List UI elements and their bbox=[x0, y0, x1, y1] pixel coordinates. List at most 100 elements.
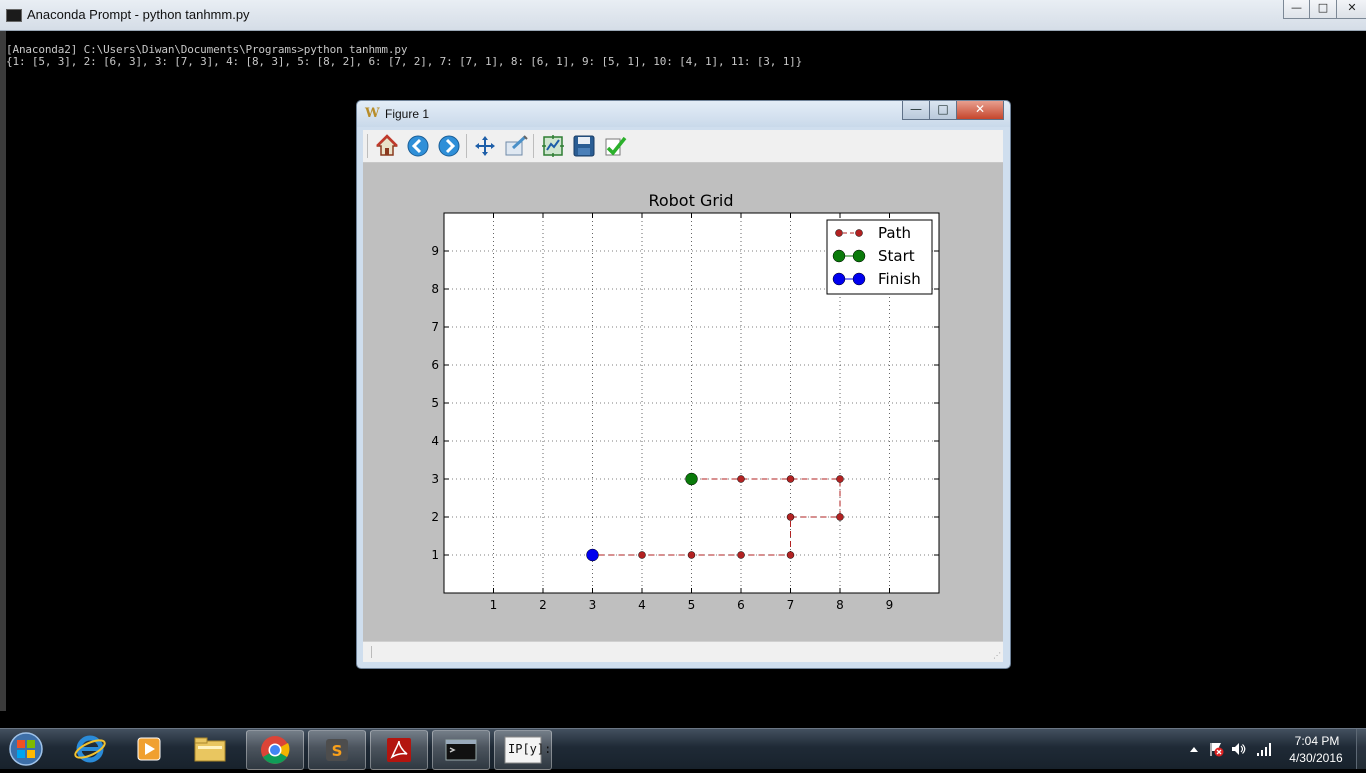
y-tick-label: 8 bbox=[431, 282, 439, 296]
point-path bbox=[638, 551, 646, 559]
legend: Path Start Finish bbox=[826, 219, 933, 295]
action-center-flag-icon[interactable] bbox=[1208, 741, 1224, 757]
legend-marker-path bbox=[855, 229, 863, 237]
show-hidden-icons-icon[interactable] bbox=[1186, 741, 1202, 757]
status-separator bbox=[371, 646, 372, 658]
taskbar-internet-explorer[interactable] bbox=[62, 730, 118, 768]
y-tick-label: 2 bbox=[431, 510, 439, 524]
network-signal-icon[interactable] bbox=[1256, 741, 1272, 757]
home-icon[interactable] bbox=[375, 134, 399, 158]
toolbar-separator bbox=[533, 134, 534, 158]
sublime-text-icon: S bbox=[326, 739, 348, 761]
y-tick-label: 1 bbox=[431, 548, 439, 562]
point-path bbox=[737, 551, 745, 559]
taskbar-sublime-text[interactable]: S bbox=[308, 730, 366, 770]
data-series bbox=[586, 472, 844, 562]
clock-time[interactable]: 7:04 PM bbox=[1294, 734, 1340, 748]
zoom-icon[interactable] bbox=[504, 134, 528, 158]
point-path bbox=[836, 513, 844, 521]
matplotlib-app-icon: W bbox=[365, 106, 380, 121]
console-close-button[interactable]: ✕ bbox=[1336, 0, 1366, 19]
volume-icon[interactable] bbox=[1230, 741, 1246, 757]
figure-canvas[interactable]: 1 2 3 4 5 6 7 8 9 1 2 3 4 5 6 7 8 9 Robot Grid Path Start F… bbox=[363, 163, 1003, 641]
acrobat-icon bbox=[387, 738, 411, 762]
console-minimize-button[interactable]: — bbox=[1283, 0, 1310, 19]
taskbar-acrobat[interactable] bbox=[370, 730, 428, 770]
axis-ticks: 1 2 3 4 5 6 7 8 9 1 2 3 4 5 6 7 8 9 bbox=[431, 213, 939, 612]
point-path bbox=[786, 475, 795, 483]
toolbar-separator bbox=[367, 134, 368, 158]
back-icon[interactable] bbox=[406, 134, 430, 158]
taskbar-chrome[interactable] bbox=[246, 730, 304, 770]
point-path bbox=[687, 551, 696, 559]
edit-icon[interactable] bbox=[603, 134, 627, 158]
taskbar-ipython[interactable]: IP[y]: bbox=[494, 730, 552, 770]
x-tick-label: 6 bbox=[737, 598, 745, 612]
clock-date[interactable]: 4/30/2016 bbox=[1289, 751, 1343, 765]
point-path bbox=[786, 513, 795, 521]
y-tick-label: 4 bbox=[431, 434, 439, 448]
show-desktop-button[interactable] bbox=[1356, 729, 1366, 769]
y-tick-label: 7 bbox=[431, 320, 439, 334]
console-maximize-button[interactable]: □ bbox=[1309, 0, 1337, 19]
x-tick-label: 1 bbox=[490, 598, 498, 612]
y-tick-label: 6 bbox=[431, 358, 439, 372]
legend-marker-start bbox=[832, 249, 846, 263]
navigation-toolbar bbox=[363, 130, 1003, 163]
x-tick-label: 5 bbox=[688, 598, 696, 612]
console-app-icon bbox=[6, 9, 22, 22]
plot-svg[interactable]: 1 2 3 4 5 6 7 8 9 1 2 3 4 5 6 7 8 9 Robot Grid Path Start F… bbox=[363, 163, 1003, 641]
console-command-line: [Anaconda2] C:\Users\Diwan\Documents\Pro… bbox=[6, 43, 408, 56]
svg-text:S: S bbox=[332, 742, 343, 760]
y-tick-label: 5 bbox=[431, 396, 439, 410]
subplots-icon[interactable] bbox=[541, 134, 565, 158]
media-player-icon bbox=[137, 737, 161, 761]
start-button[interactable] bbox=[6, 731, 46, 767]
file-explorer-icon bbox=[194, 737, 226, 762]
taskbar-media-player[interactable] bbox=[121, 730, 177, 768]
console-scrollbar[interactable] bbox=[0, 31, 6, 711]
taskbar: S IP[y]: bbox=[0, 728, 1366, 770]
chrome-icon bbox=[261, 736, 290, 764]
y-tick-label: 9 bbox=[431, 244, 439, 258]
point-finish bbox=[586, 548, 599, 562]
legend-marker-finish bbox=[852, 272, 866, 286]
x-tick-label: 4 bbox=[638, 598, 646, 612]
status-bar: ⋰ bbox=[363, 641, 1003, 662]
command-prompt-icon bbox=[445, 739, 477, 761]
ipython-label: IP[y]: bbox=[508, 742, 552, 756]
x-tick-label: 8 bbox=[836, 598, 844, 612]
resize-grip[interactable]: ⋰ bbox=[993, 651, 1001, 660]
legend-marker-path bbox=[835, 229, 843, 237]
legend-marker-finish bbox=[832, 272, 846, 286]
system-tray bbox=[1180, 729, 1366, 769]
figure-minimize-button[interactable]: — bbox=[902, 101, 930, 120]
figure-maximize-button[interactable]: □ bbox=[929, 101, 957, 120]
point-start bbox=[685, 472, 698, 486]
chart-title: Robot Grid bbox=[648, 191, 733, 210]
internet-explorer-icon bbox=[74, 735, 106, 763]
x-tick-label: 7 bbox=[787, 598, 795, 612]
toolbar-separator bbox=[466, 134, 467, 158]
figure-window-title: Figure 1 bbox=[385, 107, 430, 121]
console-window-title: Anaconda Prompt - python tanhmm.py bbox=[27, 7, 250, 22]
figure-titlebar[interactable]: W Figure 1 — □ ✕ bbox=[357, 101, 1010, 127]
x-tick-label: 2 bbox=[539, 598, 547, 612]
pan-icon[interactable] bbox=[473, 134, 497, 158]
ipython-icon bbox=[504, 736, 542, 764]
legend-label-path: Path bbox=[878, 224, 911, 242]
console-titlebar[interactable]: Anaconda Prompt - python tanhmm.py — □ ✕ bbox=[0, 0, 1366, 31]
x-tick-label: 3 bbox=[589, 598, 597, 612]
figure-close-button[interactable]: ✕ bbox=[956, 101, 1004, 120]
point-path bbox=[737, 475, 745, 483]
legend-marker-start bbox=[852, 249, 866, 263]
save-icon[interactable] bbox=[572, 134, 596, 158]
taskbar-file-explorer[interactable] bbox=[182, 730, 238, 768]
taskbar-command-prompt[interactable] bbox=[432, 730, 490, 770]
x-tick-label: 9 bbox=[886, 598, 894, 612]
console-output-line: {1: [5, 3], 2: [6, 3], 3: [7, 3], 4: [8,… bbox=[6, 55, 803, 68]
point-path bbox=[786, 551, 795, 559]
legend-label-finish: Finish bbox=[878, 270, 921, 288]
forward-icon[interactable] bbox=[437, 134, 461, 158]
figure-window: W Figure 1 — □ ✕ bbox=[356, 100, 1011, 669]
